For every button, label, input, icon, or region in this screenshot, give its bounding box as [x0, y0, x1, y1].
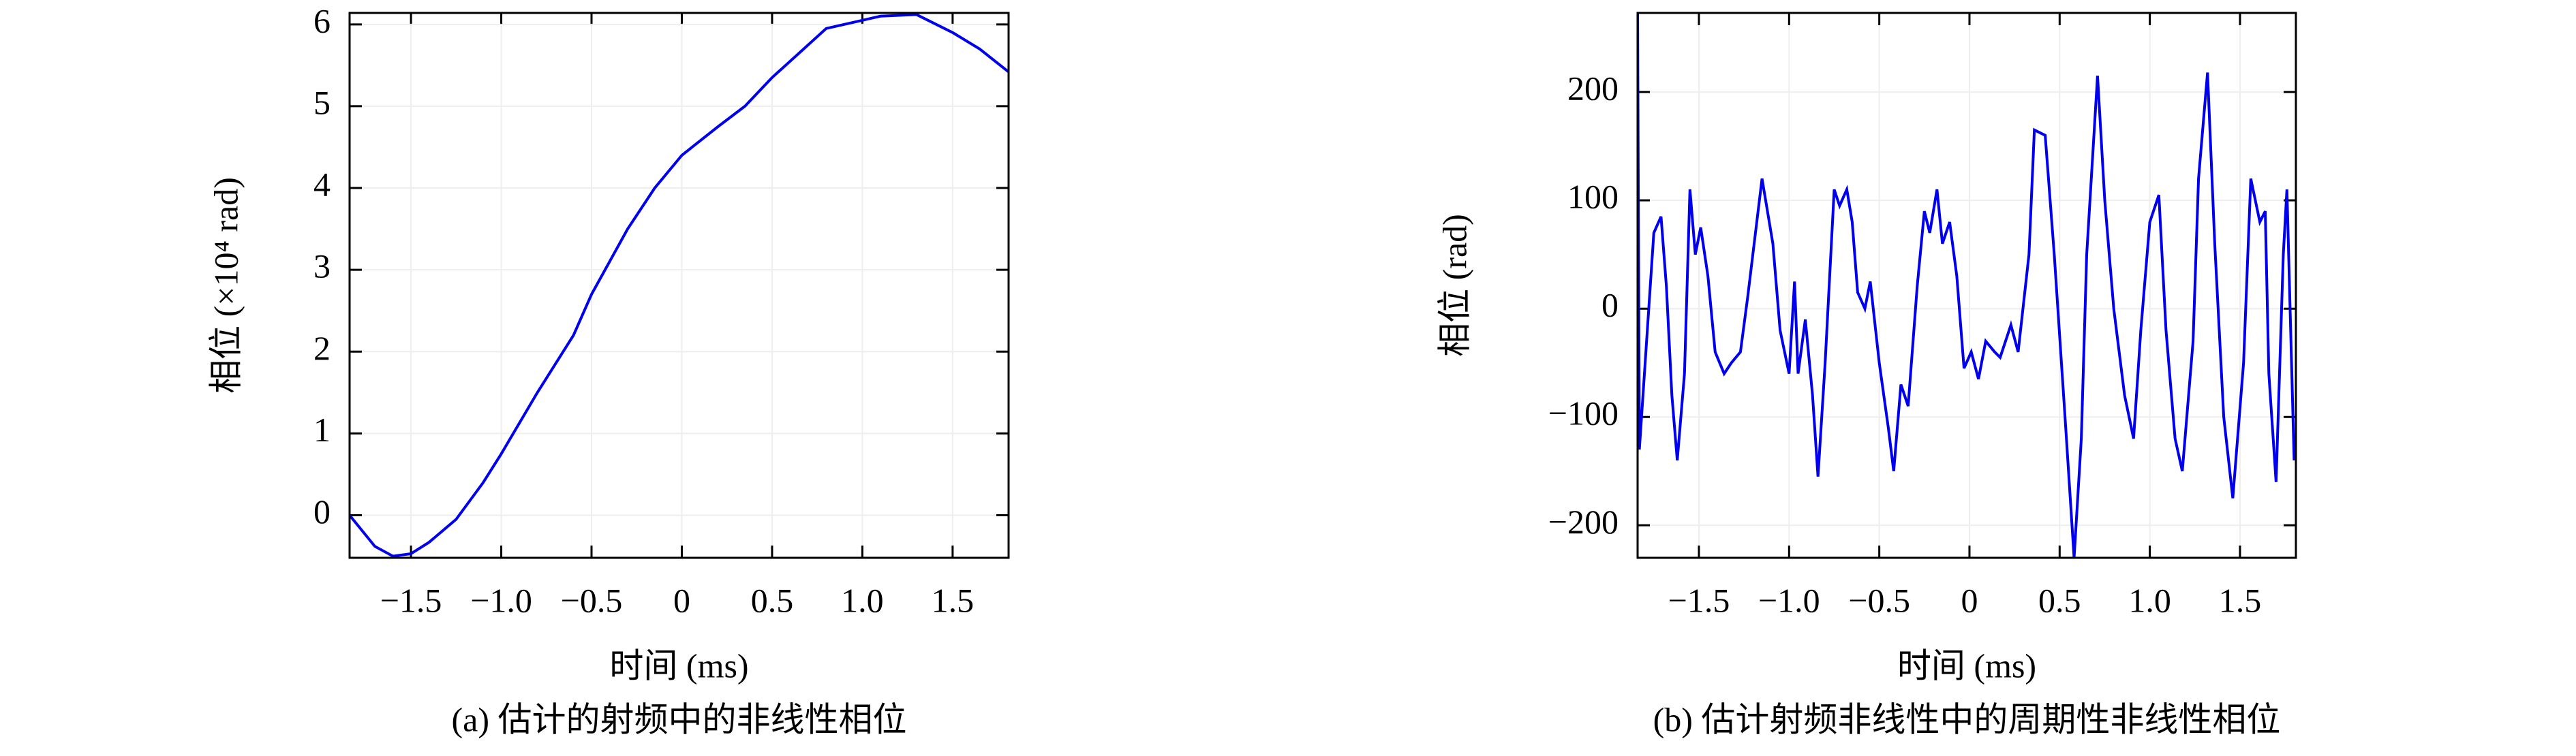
line-series [350, 13, 1009, 558]
y-tick-label: 0 [313, 492, 331, 531]
chart: −1.5 −1.0 −0.5 0 0.5 1.0 1.5 −200 −100 0 100 200 时间 … [1435, 12, 2297, 738]
caption: (a) 估计的射频中的非线性相位 [452, 700, 907, 738]
x-tick-label: −1.0 [470, 581, 532, 619]
x-axis-label: 时间 (ms) [609, 646, 748, 684]
x-tick-label: −1.5 [1668, 581, 1730, 619]
x-tick-label: −0.5 [1848, 581, 1910, 619]
x-tick-label: 1.0 [841, 581, 884, 619]
caption: (b) 估计射频非线性中的周期性非线性相位 [1653, 700, 2281, 738]
y-tick-label: 200 [1567, 69, 1619, 108]
x-tick-label: −1.0 [1758, 581, 1820, 619]
x-tick-label: 1.5 [932, 581, 975, 619]
x-tick-label: 0 [1961, 581, 1978, 619]
y-tick-label: 2 [313, 329, 331, 367]
plot-frame [1636, 12, 2297, 559]
y-tick-label: 6 [313, 1, 331, 40]
x-tick-label: −0.5 [561, 581, 623, 619]
x-tick-label: 0.5 [2038, 581, 2081, 619]
x-tick-label: 0 [673, 581, 690, 619]
x-tick-label: −1.5 [380, 581, 442, 619]
x-axis-label: 时间 (ms) [1897, 646, 2036, 684]
y-tick-label: −200 [1548, 503, 1619, 541]
y-tick-label: 100 [1567, 178, 1619, 216]
y-axis-label: 相位 (rad) [1435, 214, 1473, 357]
y-tick-label: 4 [313, 166, 331, 204]
x-tick-label: 1.5 [2219, 581, 2262, 619]
y-tick-label: −100 [1548, 394, 1619, 432]
y-tick-label: 0 [1601, 286, 1619, 324]
y-tick-label: 5 [313, 83, 331, 121]
y-axis-label: 相位 (×10⁴ rad) [206, 177, 245, 394]
x-tick-label: 0.5 [751, 581, 794, 619]
plot-frame [348, 12, 1010, 559]
chart: −1.5 −1.0 −0.5 0 0.5 1.0 1.5 0 1 2 3 4 5 6 时间 (ms) 相位 (… [206, 1, 1010, 738]
y-tick-label: 3 [313, 247, 331, 285]
y-tick-label: 1 [313, 411, 331, 449]
x-tick-label: 1.0 [2128, 581, 2171, 619]
line-series [1638, 13, 2296, 558]
